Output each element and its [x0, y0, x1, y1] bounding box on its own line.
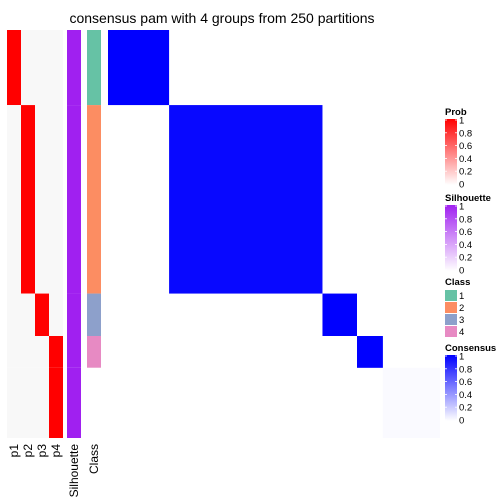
legend-title-consensus: Consensus: [445, 343, 496, 354]
legend-label-class-1: 1: [459, 291, 464, 302]
class-cell: [87, 336, 101, 368]
legend-tick-label: 0.8: [459, 214, 472, 225]
prob-cell-p4: [49, 30, 63, 106]
consensus-block-2: [169, 105, 323, 294]
legend-tick-label: 1: [459, 352, 464, 363]
legend-tick-label: 0.4: [459, 240, 472, 251]
class-cell: [87, 30, 101, 106]
prob-cell-p4: [49, 105, 63, 294]
legend-swatch-class-2: [445, 302, 457, 313]
consensus-block-5: [382, 367, 440, 438]
prob-cell-p4: [49, 336, 63, 368]
legend-colorbar-silhouette: [445, 205, 457, 271]
legend-tick-label: 0.2: [459, 253, 472, 264]
prob-cell-p2: [21, 105, 35, 294]
column-label-p2: p2: [21, 444, 35, 458]
prob-cell-p2: [21, 293, 35, 336]
legend-tick-label: 0.8: [459, 128, 472, 139]
prob-cell-p1: [7, 293, 21, 336]
prob-cell-p2: [21, 30, 35, 106]
legend-tick-label: 0.6: [459, 227, 472, 238]
prob-cell-p1: [7, 30, 21, 106]
column-label-p1: p1: [7, 444, 21, 458]
prob-cell-p4: [49, 293, 63, 336]
consensus-block-1: [108, 30, 170, 106]
legend-tick-label: 0: [459, 266, 464, 277]
silhouette-cell: [67, 367, 81, 438]
legend-tick-label: 1: [459, 116, 464, 127]
legend-tick-label: 0.8: [459, 364, 472, 375]
annotation-columns: [7, 30, 101, 438]
silhouette-cell: [67, 336, 81, 368]
prob-cell-p3: [35, 336, 49, 368]
consensus-matrix: [108, 30, 440, 438]
column-label-class: Class: [87, 444, 101, 474]
prob-cell-p3: [35, 367, 49, 438]
legend-tick-label: 0.4: [459, 390, 472, 401]
legend-swatch-class-3: [445, 314, 457, 325]
column-labels: p1 p2 p3 p4 Silhouette Class: [7, 444, 101, 498]
class-cell: [87, 293, 101, 336]
legend-label-class-3: 3: [459, 315, 464, 326]
prob-cell-p3: [35, 105, 49, 294]
prob-cell-p2: [21, 367, 35, 438]
prob-cell-p3: [35, 293, 49, 336]
column-label-p4: p4: [49, 444, 63, 458]
legend-label-class-4: 4: [459, 327, 464, 338]
legend-colorbar-consensus: [445, 355, 457, 421]
consensus-block-4: [357, 336, 383, 368]
prob-cell-p4: [49, 367, 63, 438]
legend-tick-label: 0: [459, 180, 464, 191]
legend-tick-label: 0.2: [459, 167, 472, 178]
column-label-p3: p3: [35, 444, 49, 458]
legend-tick-label: 1: [459, 202, 464, 213]
silhouette-cell: [67, 105, 81, 294]
legend-colorbar-prob: [445, 119, 457, 185]
class-cell: [87, 105, 101, 294]
prob-cell-p1: [7, 367, 21, 438]
legend-tick-label: 0.2: [459, 403, 472, 414]
prob-cell-p3: [35, 30, 49, 106]
legend-title-class: Class: [445, 277, 470, 288]
legend-swatch-class-1: [445, 290, 457, 301]
legend-tick-label: 0: [459, 416, 464, 427]
silhouette-cell: [67, 30, 81, 106]
legend-swatch-class-4: [445, 326, 457, 337]
class-cell: [87, 367, 101, 438]
legend-tick-label: 0.6: [459, 377, 472, 388]
consensus-block-3: [322, 293, 357, 336]
prob-cell-p1: [7, 336, 21, 368]
column-label-silhouette: Silhouette: [67, 444, 81, 498]
prob-cell-p1: [7, 105, 21, 294]
legend-title-silhouette: Silhouette: [445, 193, 491, 204]
chart-title: consensus pam with 4 groups from 250 par…: [69, 10, 374, 26]
legend-tick-label: 0.6: [459, 141, 472, 152]
legend-tick-label: 0.4: [459, 154, 472, 165]
legend-title-prob: Prob: [445, 107, 467, 118]
legends: Prob10.80.60.40.20Silhouette10.80.60.40.…: [445, 107, 496, 427]
silhouette-cell: [67, 293, 81, 336]
legend-label-class-2: 2: [459, 303, 464, 314]
prob-cell-p2: [21, 336, 35, 368]
